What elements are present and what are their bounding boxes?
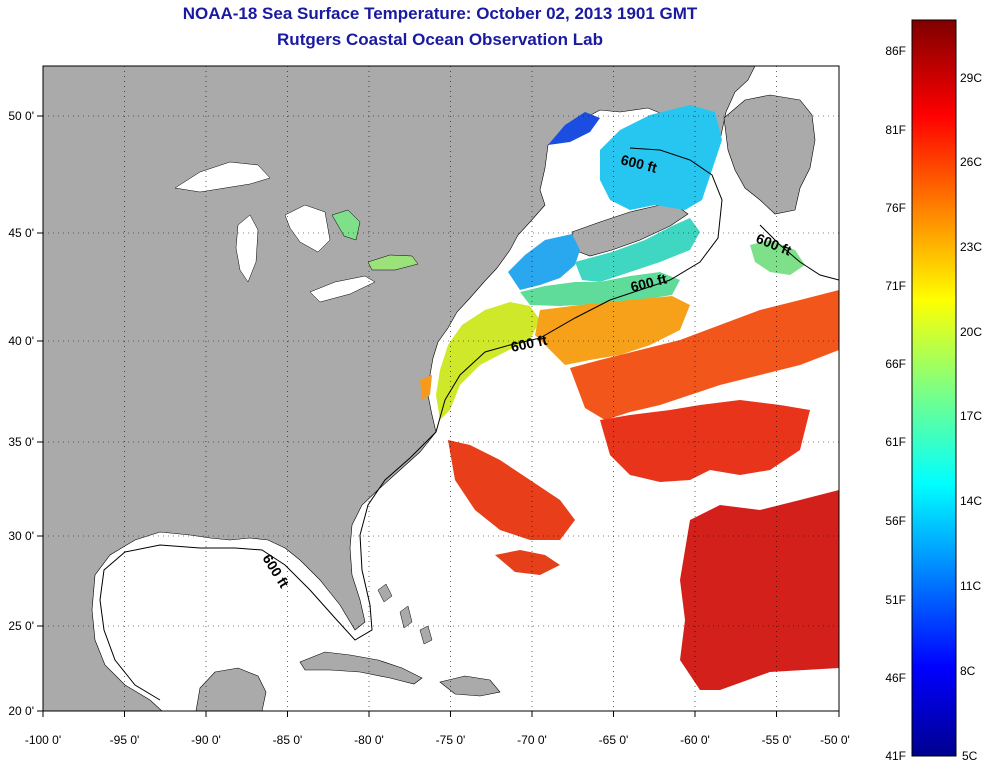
x-tick-label: -60 0' <box>680 733 710 747</box>
x-tick-label: -55 0' <box>762 733 792 747</box>
x-axis: -100 0' -95 0' -90 0' -85 0' -80 0' -75 … <box>25 711 850 747</box>
colorbar-label-celsius: 20C <box>960 325 982 339</box>
colorbar-label-fahrenheit: 56F <box>885 514 906 528</box>
temperature-colorbar: 86F 81F 76F 71F 66F 61F 56F 51F 46F 41F … <box>885 19 982 763</box>
sst-georges-bank <box>520 272 680 306</box>
y-tick-label: 40 0' <box>8 334 34 348</box>
sst-gulf-of-st-lawrence <box>600 105 722 210</box>
colorbar-label-celsius: 5C <box>962 749 978 763</box>
colorbar-label-celsius: 8C <box>960 664 976 678</box>
isobath-600ft-east <box>759 224 839 281</box>
y-tick-label: 45 0' <box>8 226 34 240</box>
lake-superior <box>174 161 271 193</box>
contour-label-mid-atlantic: 600 ft <box>509 332 548 355</box>
x-tick-label: -95 0' <box>110 733 140 747</box>
sst-hatteras-orange <box>420 375 432 400</box>
sst-gulf-stream-north <box>570 290 839 420</box>
cuba-island <box>299 651 423 685</box>
x-tick-label: -80 0' <box>354 733 384 747</box>
lake-erie <box>309 275 376 303</box>
sst-gulf-stream-central <box>600 400 810 482</box>
y-tick-label: 50 0' <box>8 109 34 123</box>
x-tick-label: -90 0' <box>191 733 221 747</box>
colorbar-label-fahrenheit: 86F <box>885 44 906 58</box>
yucatan-peninsula <box>195 667 267 711</box>
x-tick-label: -100 0' <box>25 733 61 747</box>
lake-huron-georgian-bay <box>331 209 361 241</box>
colorbar-label-celsius: 17C <box>960 409 982 423</box>
sst-slope-water <box>535 296 690 365</box>
map-frame <box>42 65 840 712</box>
lake-michigan <box>235 214 259 283</box>
colorbar-label-fahrenheit: 66F <box>885 357 906 371</box>
colorbar-label-celsius: 23C <box>960 240 982 254</box>
north-america-landmass <box>43 66 756 711</box>
sst-gulf-of-maine <box>508 234 580 290</box>
lake-huron <box>284 204 331 253</box>
y-tick-label: 35 0' <box>8 435 34 449</box>
colorbar-label-fahrenheit: 46F <box>885 671 906 685</box>
sst-sargasso-west <box>448 440 575 540</box>
map-subtitle: Rutgers Coastal Ocean Observation Lab <box>277 30 603 49</box>
sst-sargasso-east <box>680 490 839 690</box>
y-tick-label: 30 0' <box>8 529 34 543</box>
isobath-600ft-north <box>435 147 723 433</box>
newfoundland-island <box>723 94 816 215</box>
sst-mid-atlantic-shelf <box>436 302 540 420</box>
isobath-600ft-south <box>99 431 437 701</box>
colorbar-label-celsius: 11C <box>960 579 981 593</box>
colorbar-label-fahrenheit: 76F <box>885 201 906 215</box>
colorbar-label-fahrenheit: 41F <box>885 749 906 763</box>
colorbar-label-fahrenheit: 61F <box>885 435 906 449</box>
hispaniola-island <box>439 675 501 697</box>
x-tick-label: -75 0' <box>436 733 466 747</box>
bahamas-islands <box>377 583 433 645</box>
nova-scotia-peninsula <box>571 204 689 257</box>
sst-scotian-shelf <box>575 218 700 282</box>
sst-sargasso-patch <box>495 550 560 575</box>
colorbar-label-fahrenheit: 81F <box>885 123 906 137</box>
y-axis: 50 0' 45 0' 40 0' 35 0' 30 0' 25 0' 20 0… <box>8 109 43 718</box>
lake-ontario <box>367 254 419 271</box>
colorbar-label-fahrenheit: 51F <box>885 593 906 607</box>
x-tick-label: -50 0' <box>820 733 850 747</box>
colorbar-label-celsius: 29C <box>960 71 982 85</box>
colorbar-label-celsius: 14C <box>960 494 982 508</box>
x-tick-label: -65 0' <box>599 733 629 747</box>
sst-labrador-east <box>750 240 805 275</box>
x-tick-label: -70 0' <box>517 733 547 747</box>
x-tick-label: -85 0' <box>273 733 303 747</box>
colorbar-label-fahrenheit: 71F <box>885 279 906 293</box>
map-title: NOAA-18 Sea Surface Temperature: October… <box>182 4 698 23</box>
sst-st-lawrence-estuary <box>548 112 600 145</box>
colorbar-gradient <box>911 19 957 757</box>
y-tick-label: 20 0' <box>8 704 34 718</box>
colorbar-label-celsius: 26C <box>960 155 982 169</box>
y-tick-label: 25 0' <box>8 619 34 633</box>
